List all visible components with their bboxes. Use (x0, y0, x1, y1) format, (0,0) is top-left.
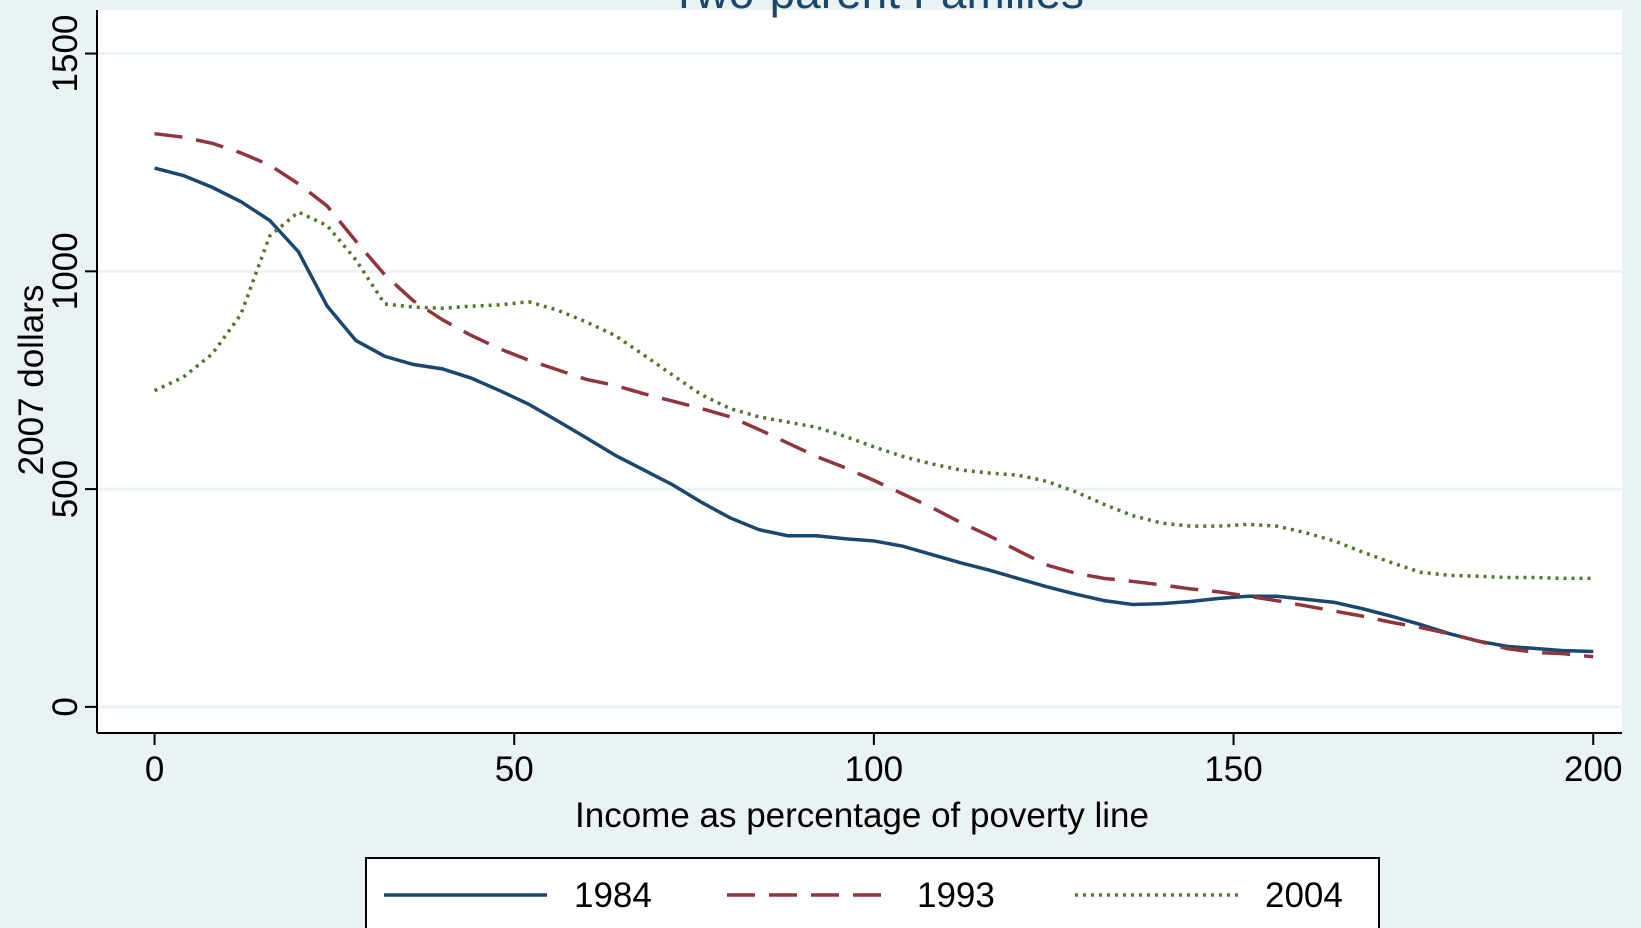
plot-area (97, 10, 1622, 733)
y-axis-label: 2007 dollars (12, 285, 51, 476)
series-line (154, 131, 1594, 659)
x-tick-label: 150 (1204, 750, 1262, 789)
x-axis-label: Income as percentage of poverty line (575, 796, 1149, 835)
legend-label: 2004 (1265, 876, 1343, 915)
legend-label: 1993 (917, 876, 995, 915)
x-tick-label: 0 (145, 750, 164, 789)
x-tick-label: 100 (845, 750, 903, 789)
legend-label: 1984 (574, 876, 652, 915)
legend-box (365, 857, 1380, 928)
y-tick-label: 500 (46, 460, 85, 518)
y-tick-label: 1500 (46, 15, 85, 93)
x-tick-label: 200 (1564, 750, 1622, 789)
x-tick-label: 50 (495, 750, 534, 789)
series-line (154, 166, 1594, 654)
y-tick-label: 1000 (46, 232, 85, 310)
series-line (153, 210, 1594, 581)
y-tick-label: 0 (46, 697, 85, 716)
chart-title: Two-parent Families (670, 0, 1084, 18)
